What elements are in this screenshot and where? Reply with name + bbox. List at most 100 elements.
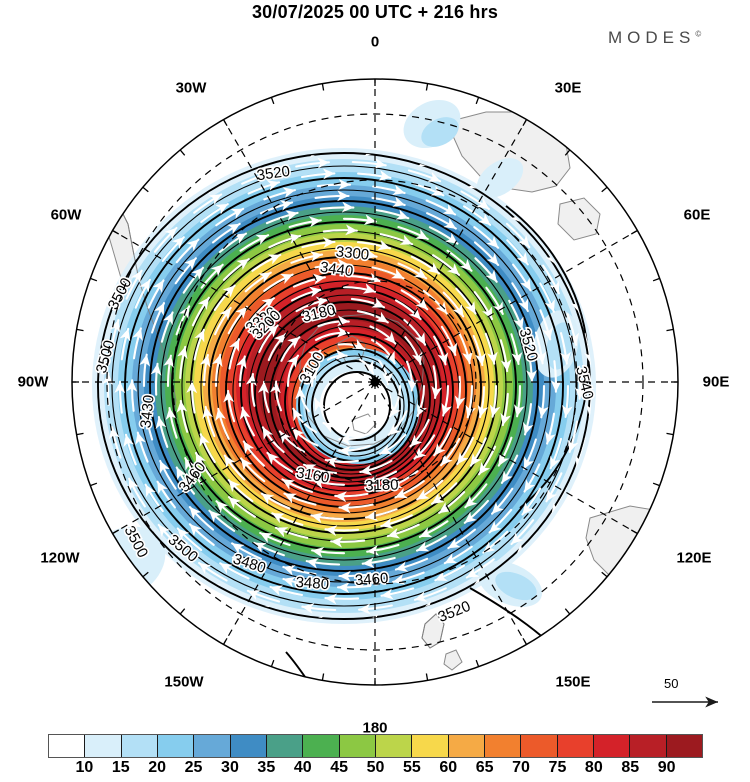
streamline-arrow <box>359 459 393 476</box>
streamline-arrow <box>447 528 477 550</box>
streamline-arrow <box>478 445 497 476</box>
streamline-arrow <box>314 258 350 270</box>
streamline-arrow <box>505 222 531 249</box>
streamline-arrow <box>512 263 532 292</box>
streamline-arrow <box>413 587 447 602</box>
colorbar[interactable] <box>48 734 703 758</box>
streamline-arrow <box>534 331 547 365</box>
rim-tick <box>601 571 608 578</box>
streamline-arrow <box>301 603 337 614</box>
rim-tick <box>666 328 674 332</box>
streamline-arrow <box>375 209 410 220</box>
graticule-parallels <box>106 113 644 651</box>
streamline-arrow <box>161 236 185 262</box>
streamline-arrow <box>175 238 200 264</box>
streamline-arrow <box>119 327 131 361</box>
colorbar-cell <box>49 735 86 757</box>
streamline-arrow <box>263 187 296 201</box>
reference-vector-label: 50 <box>664 676 679 691</box>
streamline-arrow <box>403 318 427 346</box>
streamline-arrow <box>302 349 322 371</box>
streamline-arrow <box>258 324 279 354</box>
streamline-arrow <box>386 523 420 539</box>
streamline-arrow <box>491 487 514 515</box>
rim-tick <box>475 659 480 667</box>
colorbar-tick-label: 35 <box>257 759 276 776</box>
colorbar-cell <box>448 735 485 757</box>
streamline-arrow <box>301 237 336 249</box>
streamline-arrow <box>434 564 466 582</box>
streamline-arrow <box>342 283 377 294</box>
streamline-arrow <box>282 576 316 588</box>
streamline-arrow <box>292 273 326 288</box>
colorbar-cell <box>630 735 667 757</box>
streamline-arrow <box>425 199 457 216</box>
streamline-arrow <box>242 440 265 467</box>
streamline-arrow <box>239 406 255 437</box>
streamline-arrow <box>397 262 428 280</box>
rim-tick <box>666 432 674 436</box>
streamline-arrow <box>102 372 114 406</box>
rim-tick <box>564 608 571 615</box>
colorbar-cell <box>121 735 158 757</box>
streamline-arrow <box>257 380 270 414</box>
colorbar-tick-label: 75 <box>548 759 567 776</box>
streamline-arrow <box>151 302 166 334</box>
graticule-meridians <box>72 79 678 685</box>
streamline-arrow <box>340 411 362 423</box>
streamline-arrow <box>324 525 360 537</box>
streamline-arrow <box>222 258 250 281</box>
streamline-arrow <box>549 437 563 470</box>
colorbar-cell <box>339 735 376 757</box>
streamline-arrow <box>324 457 359 468</box>
colorbar-tick-label: 30 <box>221 759 239 776</box>
streamline-arrow <box>473 241 500 266</box>
rim-tick <box>222 637 228 645</box>
colorbar-cell <box>484 735 522 757</box>
streamline-arrow <box>510 333 523 366</box>
streamline-arrow <box>500 392 512 427</box>
contour-label: 3300 <box>335 243 370 263</box>
colorbar-tick-label: 90 <box>657 759 676 776</box>
streamline-arrow <box>283 492 317 506</box>
streamline-arrow <box>537 384 549 419</box>
streamline-arrow <box>319 201 355 213</box>
streamline-arrow <box>485 286 504 315</box>
streamline-arrow <box>317 315 350 328</box>
streamline-arrow <box>372 184 406 196</box>
streamline-arrow <box>430 482 458 505</box>
streamline-arrow <box>326 349 348 361</box>
streamline-arrow <box>366 543 400 556</box>
streamline-arrow <box>292 407 318 434</box>
streamline-arrow <box>165 406 178 439</box>
streamline-arrow <box>460 190 490 211</box>
streamline-arrow <box>182 266 205 294</box>
streamline-arrow <box>311 546 346 558</box>
streamline-arrow <box>506 239 529 266</box>
streamline-arrow <box>336 582 372 594</box>
streamline-arrow <box>139 353 151 388</box>
streamline-arrow <box>295 157 330 169</box>
longitude-label: 150W <box>164 673 204 691</box>
rim-ticks <box>72 79 678 685</box>
streamline-arrow <box>175 305 191 336</box>
streamline-arrow <box>343 248 378 260</box>
streamline-arrow <box>397 225 429 241</box>
streamline-arrow <box>280 336 301 362</box>
streamline-arrow <box>263 273 294 292</box>
colorbar-ticks: 10 15 20 25 30 35 40 45 50 55 60 65 70 75 80 85 90 <box>48 759 703 781</box>
streamline-arrow <box>409 418 430 448</box>
streamline-arrow <box>539 309 553 341</box>
rim-tick <box>270 659 275 667</box>
colorbar-tick-label: 10 <box>75 759 94 776</box>
streamline-arrow <box>290 250 324 264</box>
colorbar-cell <box>412 735 449 757</box>
rim-tick <box>630 529 638 535</box>
registered-mark: © <box>695 29 702 39</box>
streamline-arrow <box>322 224 358 236</box>
streamline-arrow <box>379 433 407 455</box>
streamline-arrow <box>184 457 203 486</box>
streamline-arrow <box>416 479 444 501</box>
streamline-arrow <box>269 380 283 412</box>
colorbar-tick-label: 20 <box>148 759 167 776</box>
